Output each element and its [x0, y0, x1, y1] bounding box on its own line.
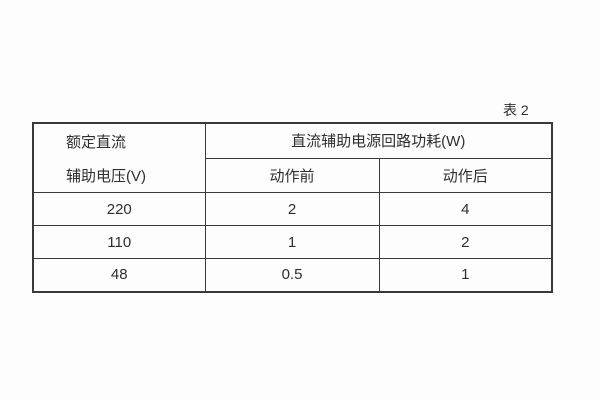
voltage-cell: 220	[32, 192, 206, 226]
table-row: 220 2 4	[32, 192, 553, 226]
power-consumption-table: 额定直流 辅助电压(V) 直流辅助电源回路功耗(W) 动作前 动作后 220 2…	[32, 122, 553, 293]
rated-voltage-header-line-2: 辅助电压(V)	[66, 167, 146, 185]
table-caption: 表 2	[503, 102, 529, 118]
before-value-cell: 1	[204, 225, 380, 259]
before-value-cell: 2	[204, 192, 380, 226]
after-operation-header-cell: 动作后	[378, 157, 553, 194]
table-row: 110 1 2	[32, 225, 553, 259]
after-value-cell: 4	[378, 192, 553, 226]
before-operation-header-cell: 动作前	[204, 157, 380, 194]
consumption-group-header-cell: 直流辅助电源回路功耗(W)	[204, 122, 553, 159]
header-row-sub: 动作前 动作后	[33, 157, 553, 194]
rated-voltage-header-cell: 额定直流 辅助电压(V)	[32, 122, 206, 193]
before-value-cell: 0.5	[204, 258, 380, 292]
header-row-group: 额定直流 辅助电压(V) 直流辅助电源回路功耗(W)	[32, 122, 553, 193]
table-row: 48 0.5 1	[32, 258, 553, 292]
voltage-cell: 110	[32, 225, 206, 259]
voltage-cell: 48	[32, 258, 206, 292]
rated-voltage-header-line-1: 额定直流	[66, 133, 127, 151]
after-value-cell: 1	[378, 258, 553, 292]
after-value-cell: 2	[378, 225, 553, 259]
